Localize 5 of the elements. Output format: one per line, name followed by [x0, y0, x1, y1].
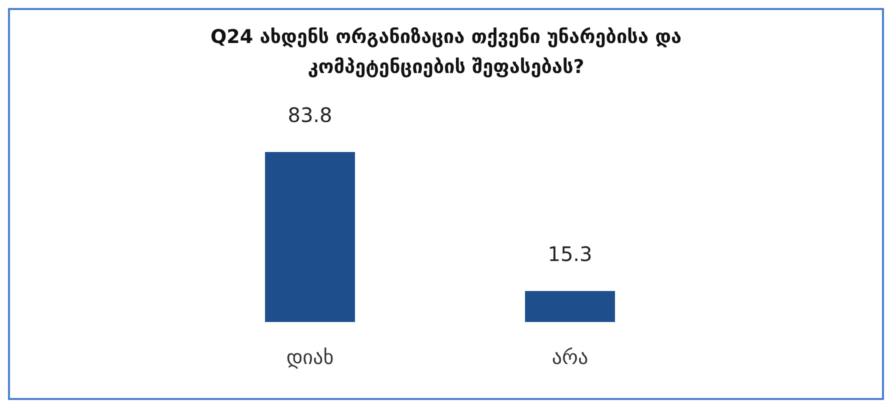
- data-label: 83.8: [288, 103, 332, 127]
- x-tick-label: დიახ: [286, 345, 334, 370]
- chart-title: Q24 ახდენს ორგანიზაცია თქვენი უნარებისა და კომპეტენციების შეფასებას?: [210, 25, 682, 80]
- data-label: 15.3: [548, 242, 592, 266]
- x-tick-label: არა: [552, 345, 588, 370]
